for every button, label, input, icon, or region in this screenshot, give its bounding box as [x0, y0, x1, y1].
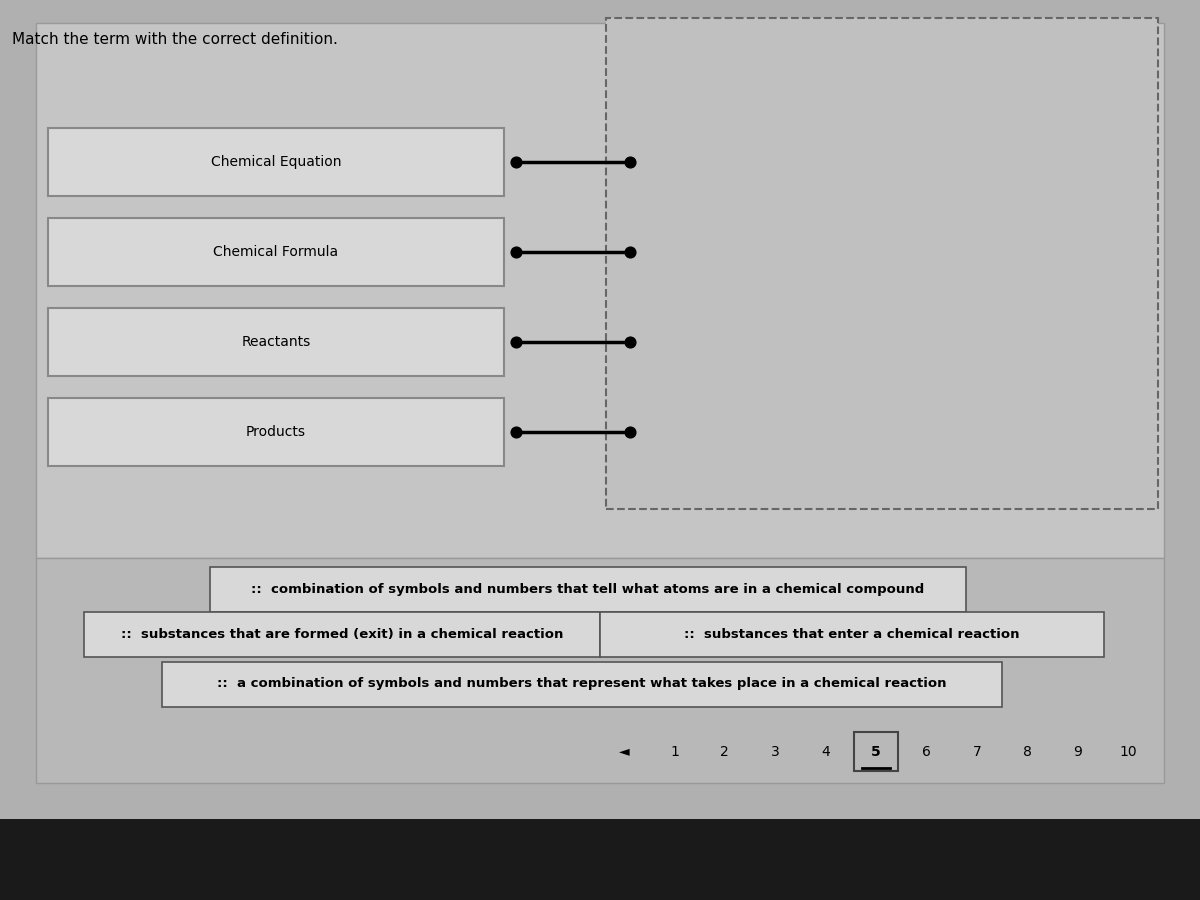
- Point: [506, 425, 526, 439]
- Text: ::  combination of symbols and numbers that tell what atoms are in a chemical co: :: combination of symbols and numbers th…: [251, 583, 925, 596]
- FancyBboxPatch shape: [600, 612, 1104, 657]
- Text: ◄: ◄: [619, 744, 629, 759]
- Text: 2: 2: [720, 744, 730, 759]
- Point: [506, 245, 526, 259]
- Text: ::  substances that are formed (exit) in a chemical reaction: :: substances that are formed (exit) in …: [121, 628, 563, 641]
- FancyBboxPatch shape: [36, 558, 1164, 783]
- FancyBboxPatch shape: [48, 308, 504, 376]
- FancyBboxPatch shape: [36, 22, 1164, 558]
- Text: 6: 6: [922, 744, 931, 759]
- Point: [506, 155, 526, 169]
- FancyBboxPatch shape: [84, 612, 600, 657]
- Text: ::  substances that enter a chemical reaction: :: substances that enter a chemical reac…: [684, 628, 1020, 641]
- Point: [620, 245, 640, 259]
- Text: Chemical Formula: Chemical Formula: [214, 245, 338, 259]
- Text: Products: Products: [246, 425, 306, 439]
- Point: [506, 335, 526, 349]
- Text: 3: 3: [770, 744, 780, 759]
- FancyBboxPatch shape: [0, 819, 1200, 900]
- FancyBboxPatch shape: [606, 18, 1158, 508]
- FancyBboxPatch shape: [854, 732, 898, 771]
- Text: 4: 4: [821, 744, 830, 759]
- Text: 5: 5: [871, 744, 881, 759]
- FancyBboxPatch shape: [210, 567, 966, 612]
- Text: 7: 7: [972, 744, 982, 759]
- Point: [620, 155, 640, 169]
- Text: Reactants: Reactants: [241, 335, 311, 349]
- FancyBboxPatch shape: [48, 398, 504, 466]
- Text: ::  a combination of symbols and numbers that represent what takes place in a ch: :: a combination of symbols and numbers …: [217, 678, 947, 690]
- Text: 8: 8: [1022, 744, 1032, 759]
- Point: [620, 335, 640, 349]
- FancyBboxPatch shape: [48, 219, 504, 286]
- Point: [620, 425, 640, 439]
- FancyBboxPatch shape: [162, 662, 1002, 706]
- FancyBboxPatch shape: [48, 129, 504, 196]
- Text: 10: 10: [1120, 744, 1136, 759]
- Text: 1: 1: [670, 744, 679, 759]
- Text: 9: 9: [1073, 744, 1082, 759]
- Text: Chemical Equation: Chemical Equation: [211, 155, 341, 169]
- Text: Match the term with the correct definition.: Match the term with the correct definiti…: [12, 32, 338, 47]
